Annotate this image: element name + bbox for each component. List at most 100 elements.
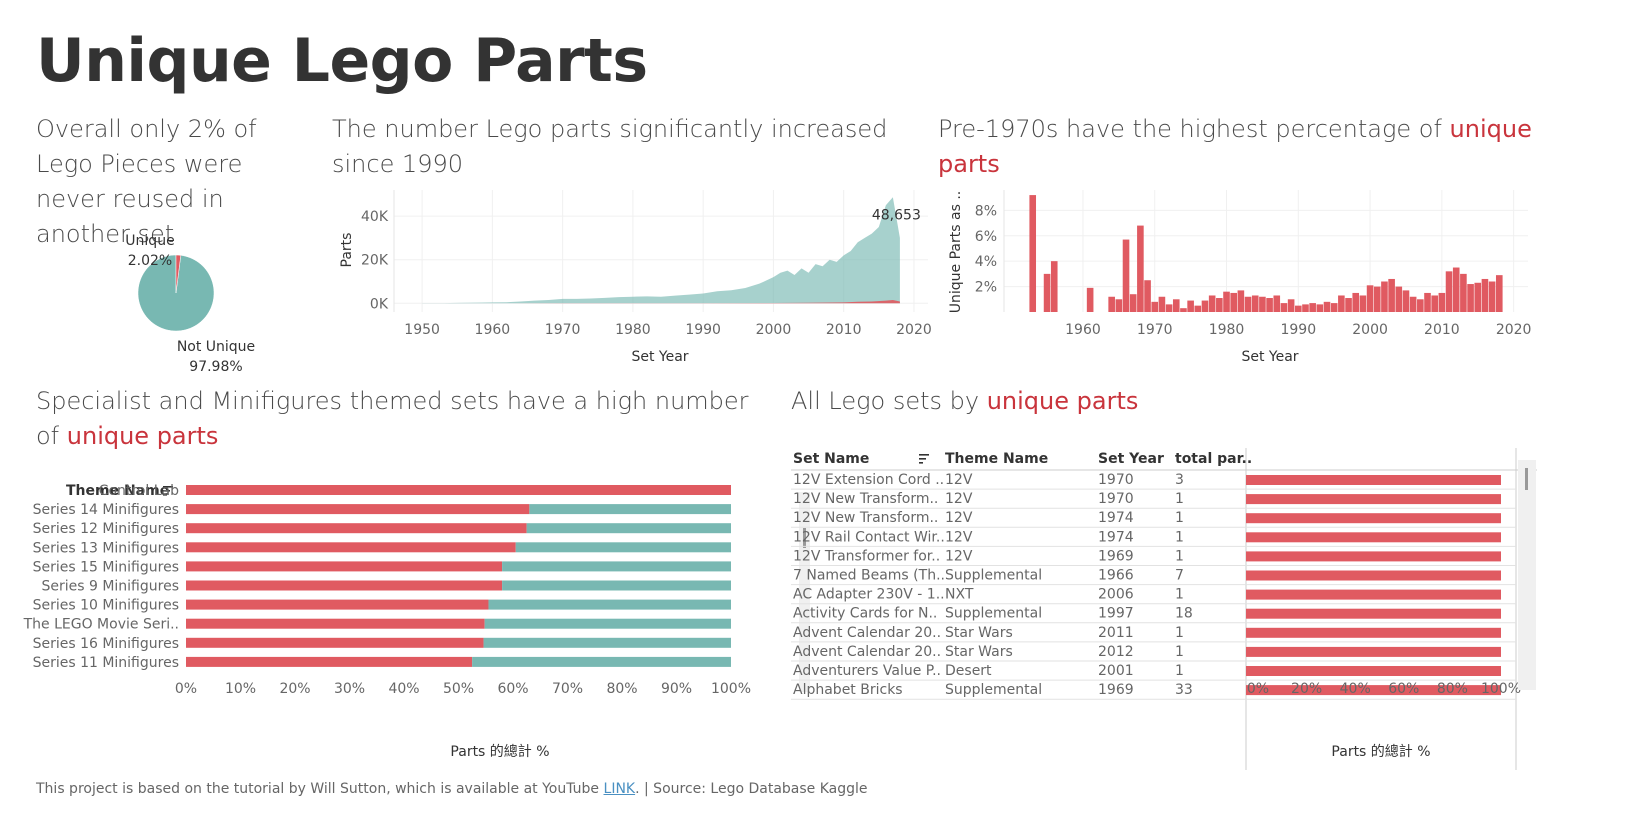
pct-bar[interactable] (1474, 282, 1482, 312)
pct-bar[interactable] (1251, 295, 1259, 312)
pct-bar[interactable] (1381, 281, 1388, 313)
pct-bar[interactable] (1409, 296, 1417, 312)
pct-bar[interactable] (1467, 284, 1474, 312)
pct-bar[interactable] (1208, 295, 1216, 312)
table-bar[interactable] (1246, 570, 1501, 581)
pct-bar[interactable] (1029, 195, 1037, 312)
pct-bar[interactable] (1495, 275, 1503, 312)
pct-bar[interactable] (1237, 290, 1245, 312)
table-bar[interactable] (1246, 494, 1501, 505)
pct-bar[interactable] (1129, 294, 1137, 312)
pct-bar[interactable] (1302, 304, 1309, 312)
pct-bar[interactable] (1359, 295, 1367, 312)
table-bar[interactable] (1246, 627, 1501, 638)
theme-bar-segment[interactable] (186, 599, 489, 610)
pct-bar[interactable] (1366, 285, 1374, 312)
pct-bar[interactable] (1316, 304, 1324, 312)
pct-bar[interactable] (1417, 299, 1424, 312)
theme-bar-segment[interactable] (186, 504, 530, 515)
pct-bar[interactable] (1352, 292, 1360, 312)
pct-bar[interactable] (1330, 303, 1338, 312)
col-header-set-year[interactable]: Set Year (1098, 451, 1164, 467)
theme-bar-segment[interactable] (186, 485, 731, 495)
theme-bar-segment[interactable] (515, 542, 731, 553)
pct-bar[interactable] (1172, 299, 1180, 312)
theme-bar-segment[interactable] (186, 637, 484, 648)
table-bar[interactable] (1246, 646, 1501, 657)
table-row[interactable]: 12V New Transform.. 12V 1974 1 (791, 510, 1516, 528)
area-series-total[interactable] (422, 197, 900, 304)
theme-bar-segment[interactable] (472, 656, 731, 667)
table-bar[interactable] (1246, 685, 1501, 696)
pct-bar[interactable] (1144, 280, 1151, 312)
pct-bar[interactable] (1050, 261, 1058, 312)
pct-bar[interactable] (1402, 290, 1410, 312)
table-bar[interactable] (1246, 666, 1501, 676)
theme-bar-segment[interactable] (483, 637, 731, 648)
theme-bar-segment[interactable] (502, 580, 731, 591)
table-row[interactable]: AC Adapter 230V - 1.. NXT 2006 1 (791, 587, 1516, 605)
pct-bar[interactable] (1273, 295, 1281, 312)
col-header-theme-name[interactable]: Theme Name (945, 451, 1048, 467)
pct-bar[interactable] (1043, 273, 1051, 312)
pct-bar[interactable] (1151, 301, 1159, 312)
table-row[interactable]: 12V Transformer for.. 12V 1969 1 (791, 548, 1516, 566)
pct-bar[interactable] (1115, 299, 1123, 312)
pct-bar[interactable] (1424, 292, 1431, 312)
pie-slice-unique[interactable] (175, 254, 182, 294)
table-row[interactable]: 12V Extension Cord .. 12V 1970 3 (791, 472, 1516, 490)
pct-bar[interactable] (1438, 292, 1446, 312)
pct-bar[interactable] (1259, 296, 1266, 312)
theme-bar-segment[interactable] (484, 618, 731, 629)
pct-bar[interactable] (1086, 287, 1094, 312)
theme-bar-segment[interactable] (186, 561, 503, 572)
pct-bar[interactable] (1294, 305, 1302, 312)
table-bar[interactable] (1246, 513, 1501, 524)
table-bar[interactable] (1246, 475, 1501, 485)
pct-bar[interactable] (1309, 303, 1316, 312)
pct-bar[interactable] (1481, 278, 1489, 312)
theme-scrollbar-thumb[interactable] (803, 528, 806, 548)
pct-bar[interactable] (1445, 271, 1453, 312)
pct-bar[interactable] (1223, 291, 1230, 312)
footer-link[interactable]: LINK (603, 781, 636, 797)
table-bar[interactable] (1246, 589, 1501, 600)
theme-bar-segment[interactable] (186, 523, 527, 534)
theme-scrollbar-track[interactable] (799, 492, 810, 692)
table-bar[interactable] (1246, 608, 1501, 619)
table-row[interactable]: Alphabet Bricks Supplemental 1969 33 (791, 682, 1516, 700)
sort-icon[interactable] (163, 486, 173, 496)
table-scrollbar-thumb[interactable] (1525, 468, 1528, 490)
theme-bar-segment[interactable] (488, 599, 731, 610)
pct-bar[interactable] (1338, 295, 1345, 312)
pct-bar[interactable] (1187, 300, 1194, 312)
table-row[interactable]: Advent Calendar 20.. Star Wars 2011 1 (791, 625, 1516, 643)
table-bar[interactable] (1246, 551, 1501, 562)
pct-bar[interactable] (1194, 305, 1202, 312)
pct-bar[interactable] (1452, 267, 1460, 312)
table-scrollbar-track[interactable] (1518, 460, 1536, 690)
pie-slice-not-unique[interactable] (137, 254, 215, 332)
pct-bar[interactable] (1488, 281, 1496, 313)
pct-bar[interactable] (1287, 299, 1295, 312)
pct-bar[interactable] (1216, 298, 1223, 312)
pct-bar[interactable] (1180, 308, 1187, 312)
area-series-unique[interactable] (422, 300, 900, 304)
pct-bar[interactable] (1323, 301, 1331, 312)
col-header-set-name[interactable]: Set Name (793, 451, 869, 467)
pct-bar[interactable] (1108, 296, 1115, 312)
pct-bar[interactable] (1165, 304, 1173, 312)
pct-bar[interactable] (1230, 292, 1238, 312)
pct-bar[interactable] (1345, 298, 1352, 312)
pct-bar[interactable] (1431, 295, 1438, 312)
pct-bar[interactable] (1201, 300, 1209, 312)
theme-bar-segment[interactable] (186, 656, 473, 667)
pct-bar[interactable] (1244, 296, 1252, 312)
pct-bar[interactable] (1266, 298, 1273, 312)
col-header-total-parts[interactable]: total par.. (1175, 451, 1252, 467)
pct-bar[interactable] (1122, 239, 1130, 312)
table-row[interactable]: 12V Rail Contact Wir.. 12V 1974 1 (791, 529, 1516, 547)
table-row[interactable]: 7 Named Beams (Th.. Supplemental 1966 7 (791, 568, 1516, 586)
table-row[interactable]: Adventurers Value P.. Desert 2001 1 (791, 663, 1516, 681)
theme-bar-segment[interactable] (186, 580, 503, 591)
